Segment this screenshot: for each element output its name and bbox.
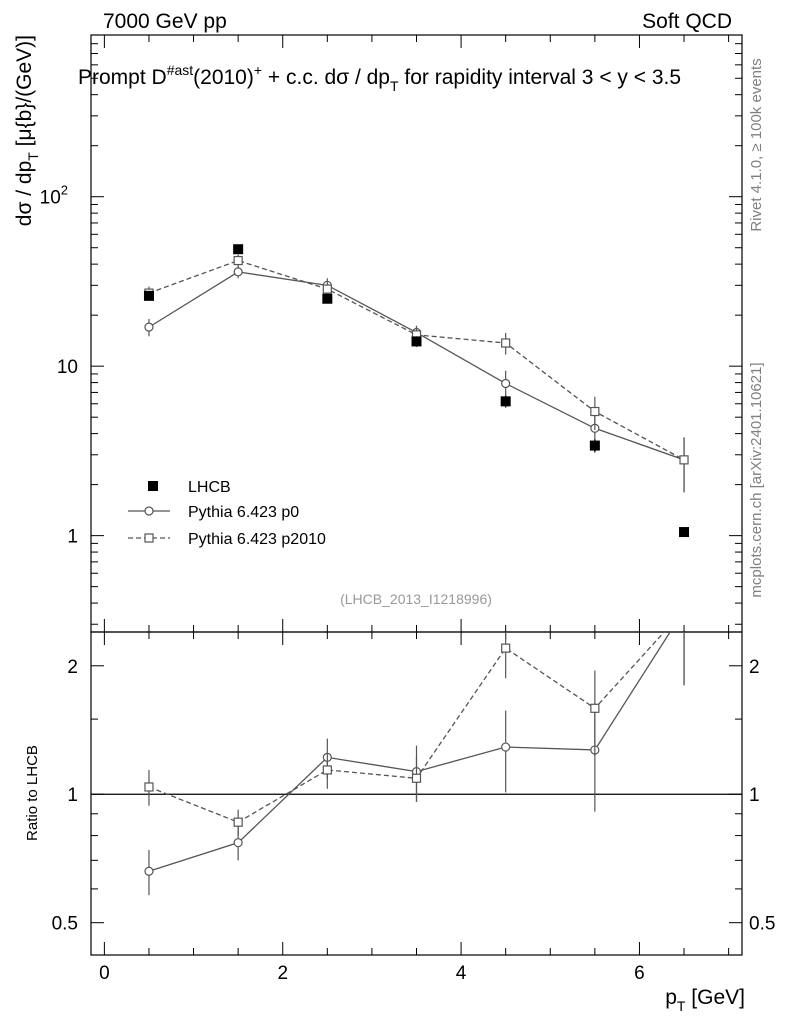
ratio-ytick-label-left: 0.5 — [52, 914, 78, 935]
ratio-ytick-label-left: 2 — [67, 657, 78, 678]
main-p0-line — [148, 271, 685, 461]
legend-label-p2010: Pythia 6.423 p2010 — [188, 531, 326, 548]
ratio-p2010-point — [144, 782, 154, 792]
legend-marker-p0 — [144, 506, 154, 516]
header-right: Soft QCD — [642, 10, 732, 33]
main-ylabel: dσ / dpT [μ{b}/(GeV)] — [13, 35, 41, 226]
ratio-ytick-label-left: 1 — [67, 785, 78, 806]
ratio-p2010-point — [322, 765, 332, 775]
ratio-p0-point — [233, 838, 243, 848]
rivet-label: Rivet 4.1.0, ≥ 100k events — [748, 58, 765, 231]
xtick-label: 4 — [456, 963, 467, 984]
mcplots-label: mcplots.cern.ch [arXiv:2401.10621] — [748, 362, 765, 597]
analysis-watermark: (LHCB_2013_I1218996) — [340, 591, 492, 607]
ratio-ytick-label-right: 1 — [749, 785, 760, 806]
ratio-p0-point — [144, 866, 154, 876]
main-ytick-label: 1 — [67, 527, 78, 548]
main-p2010-point — [501, 338, 511, 348]
x-axis-label: pT [GeV] — [665, 986, 745, 1014]
main-p2010-point — [590, 406, 600, 417]
plot-title: Prompt D#ast(2010)+ + c.c. dσ / dpT for … — [78, 62, 681, 94]
legend-label-p0: Pythia 6.423 p0 — [188, 504, 299, 521]
xtick-label: 6 — [634, 963, 645, 984]
xtick-label: 0 — [99, 963, 110, 984]
ratio-p0-point — [501, 742, 511, 752]
ratio-ylabel: Ratio to LHCB — [24, 745, 41, 841]
ratio-p2010-point — [501, 643, 511, 653]
main-lhcb-point — [500, 396, 511, 407]
main-lhcb-point — [233, 244, 244, 255]
ratio-p2010-point — [590, 703, 600, 713]
xtick-label: 2 — [277, 963, 288, 984]
main-p0-point — [501, 378, 511, 389]
main-plot-data — [143, 244, 690, 538]
ratio-p0-line — [148, 632, 671, 872]
main-lhcb-point — [589, 440, 600, 451]
ratio-p0-point — [680, 606, 688, 614]
ratio-axis-ticks: 0.5 0.5 1 1 2 2 0 2 4 6 — [52, 632, 775, 984]
legend-label-lhcb: LHCB — [188, 479, 231, 496]
ratio-ytick-label-right: 2 — [749, 657, 760, 678]
main-p0-point — [233, 267, 243, 277]
main-lhcb-point — [143, 290, 154, 301]
main-axis-ticks: 1 10 102 — [40, 34, 742, 632]
ratio-ytick-label-right: 0.5 — [749, 914, 775, 935]
ratio-p2010-point — [411, 773, 422, 783]
main-p2010-line — [148, 259, 685, 461]
ratio-p2010-point — [680, 606, 688, 614]
main-p0-point — [144, 322, 154, 332]
main-p2010-point — [679, 455, 689, 465]
main-lhcb-point — [411, 336, 422, 347]
legend-marker-p2010 — [144, 533, 154, 543]
main-ytick-label: 10 — [57, 357, 78, 378]
main-lhcb-point — [679, 527, 690, 538]
main-p2010-point — [233, 255, 243, 266]
legend: LHCB Pythia 6.423 p0 Pythia 6.423 p2010 — [128, 479, 326, 548]
ratio-p2010-point — [233, 817, 243, 827]
legend-marker-lhcb — [148, 481, 158, 491]
ratio-plot-data — [144, 606, 688, 896]
main-p2010-point — [322, 284, 332, 294]
header-left: 7000 GeV pp — [103, 10, 227, 33]
main-ytick-label: 102 — [40, 183, 68, 209]
main-lhcb-point — [322, 293, 333, 304]
